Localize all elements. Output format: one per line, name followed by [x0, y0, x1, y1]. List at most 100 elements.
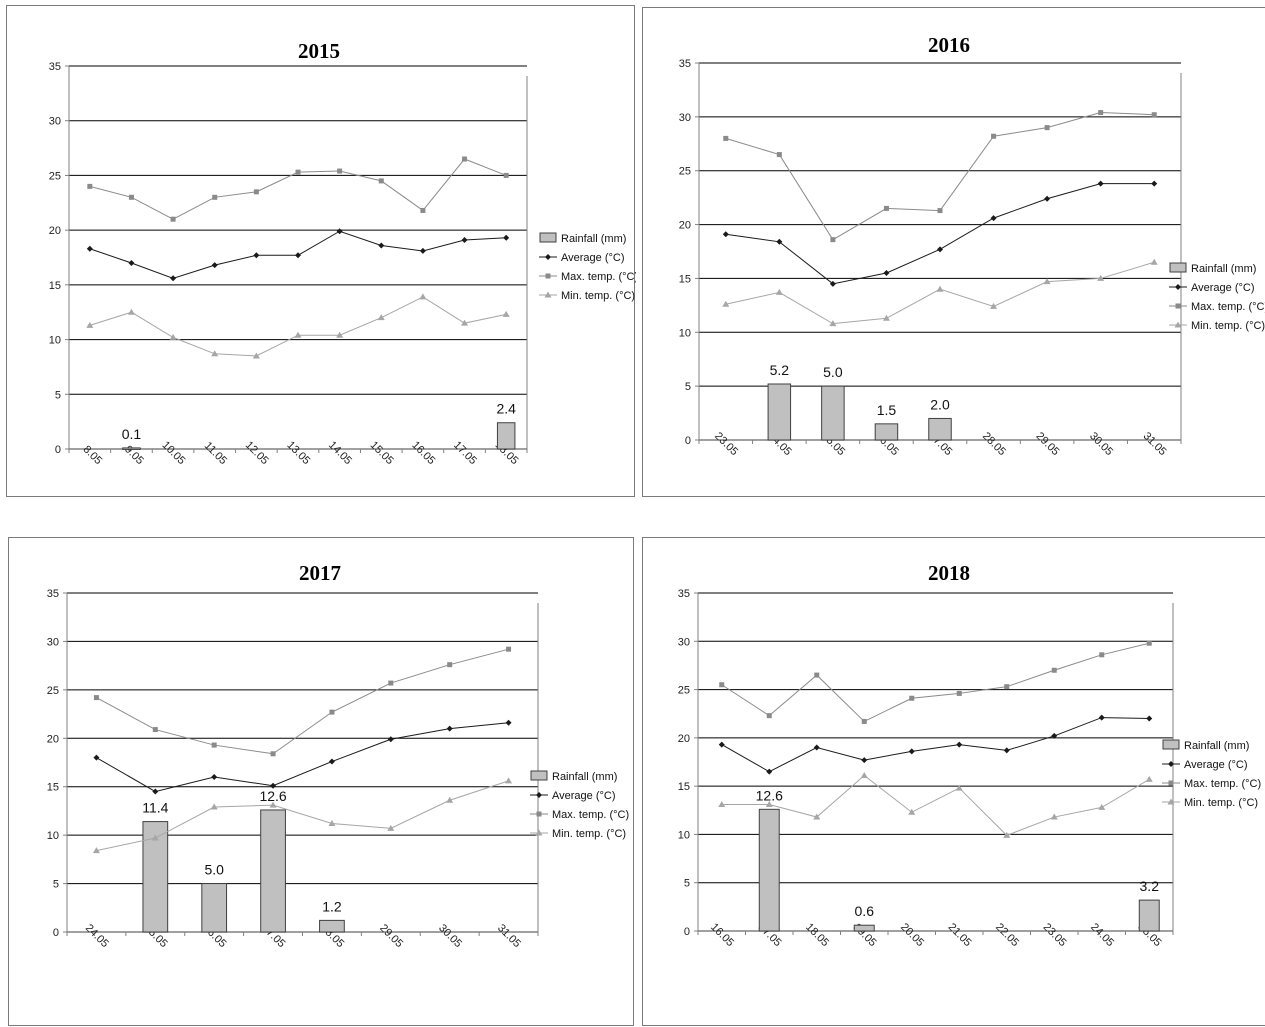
- max-temp-point: [991, 133, 997, 139]
- min-temp-line: [725, 261, 1155, 325]
- legend-min-temp: Min. temp. (°C): [561, 290, 635, 302]
- legend-min-temp: Min. temp. (°C): [1184, 797, 1258, 809]
- average-point: [152, 788, 159, 795]
- legend-min-temp-marker: [1167, 798, 1175, 805]
- min-temp-point: [936, 285, 944, 292]
- average-point: [1098, 714, 1105, 721]
- y-tick-label: 35: [678, 588, 690, 600]
- max-temp-point: [776, 152, 782, 158]
- x-tick-label: 29.05: [1034, 430, 1062, 458]
- min-temp-point: [860, 772, 868, 779]
- max-temp-point: [170, 216, 176, 222]
- y-tick-label: 30: [679, 112, 691, 124]
- legend-max-temp: Max. temp. (°C): [552, 809, 629, 821]
- legend-max-temp-marker: [545, 273, 551, 279]
- min-temp-point: [1003, 831, 1011, 838]
- max-temp-point: [462, 156, 468, 162]
- legend-max-temp-marker: [1168, 780, 1174, 786]
- average-point: [990, 215, 997, 222]
- min-temp-point: [210, 803, 218, 810]
- min-temp-point: [765, 800, 773, 807]
- min-temp-point: [211, 350, 219, 357]
- average-point: [776, 238, 783, 245]
- average-point: [419, 247, 426, 254]
- max-temp-point: [1151, 112, 1157, 118]
- x-tick-label: 28.05: [980, 430, 1008, 458]
- average-point: [722, 231, 729, 238]
- x-tick-label: 29.05: [377, 922, 405, 950]
- average-point: [766, 768, 773, 775]
- chart-2015: 2015 0 5 10 15 20 25 30 35 8.05 9.05 10.05 11.05 12.0…: [49, 39, 636, 467]
- rainfall-bar: [853, 924, 875, 932]
- y-tick-label: 10: [49, 335, 61, 347]
- x-tick-label: 10.05: [160, 439, 188, 467]
- min-temp-point: [829, 320, 837, 327]
- average-point: [93, 754, 100, 761]
- average-point: [446, 725, 453, 732]
- average-point: [829, 280, 836, 287]
- rainfall-bar: [928, 417, 952, 441]
- min-temp-point: [990, 302, 998, 309]
- x-tick-label: 21.05: [946, 921, 974, 949]
- y-tick-label: 10: [678, 829, 690, 841]
- average-point: [211, 774, 218, 781]
- x-tick-label: 23.05: [1041, 921, 1069, 949]
- rainfall-label: 1.2: [322, 898, 342, 914]
- rainfall-bar: [122, 447, 141, 450]
- rainfall-bar: [767, 383, 792, 441]
- chart-title: 2016: [928, 33, 970, 57]
- x-tick-label: 30.05: [436, 922, 464, 950]
- y-tick-label: 25: [678, 685, 690, 697]
- average-point: [128, 259, 135, 266]
- max-temp-point: [814, 672, 820, 678]
- average-point: [378, 242, 385, 249]
- legend-average-marker: [1175, 284, 1181, 290]
- x-tick-label: 11.05: [202, 440, 229, 467]
- rainfall-label: 5.2: [770, 362, 790, 378]
- legend-average-marker: [536, 792, 542, 798]
- min-temp-point: [502, 310, 510, 317]
- average-line: [725, 183, 1155, 285]
- legend-rainfall: Rainfall (mm): [1184, 740, 1249, 752]
- legend-rainfall: Rainfall (mm): [561, 233, 626, 245]
- min-temp-point: [908, 808, 916, 815]
- legend-average-marker: [1168, 761, 1174, 767]
- average-point: [1146, 715, 1153, 722]
- max-temp-point: [253, 189, 259, 195]
- y-tick-label: 15: [678, 781, 690, 793]
- legend-average: Average (°C): [1191, 282, 1255, 294]
- average-line: [96, 722, 509, 793]
- y-tick-label: 35: [679, 58, 691, 70]
- legend-max-temp: Max. temp. (°C): [1191, 301, 1265, 313]
- y-tick-label: 20: [49, 225, 61, 237]
- average-point: [270, 782, 277, 789]
- x-tick-label: 9.05: [122, 443, 146, 467]
- average-point: [1151, 180, 1158, 187]
- max-temp-point: [937, 208, 943, 214]
- max-temp-line: [89, 158, 507, 220]
- min-temp-line: [721, 774, 1150, 836]
- max-temp-line: [96, 648, 509, 755]
- rainfall-bar: [758, 808, 780, 932]
- rainfall-bar: [821, 385, 845, 441]
- max-temp-point: [956, 690, 962, 696]
- x-tick-label: 23.05: [712, 430, 740, 458]
- max-temp-point: [87, 183, 93, 189]
- legend-min-temp-marker: [535, 829, 543, 836]
- max-temp-point: [909, 695, 915, 701]
- average-point: [908, 748, 915, 755]
- y-tick-label: 30: [47, 636, 59, 648]
- max-temp-point: [1099, 652, 1105, 658]
- y-tick-label: 0: [55, 444, 61, 456]
- max-temp-point: [295, 169, 301, 175]
- y-tick-label: 35: [49, 61, 61, 73]
- min-temp-point: [718, 800, 726, 807]
- min-temp-point: [882, 314, 890, 321]
- chart-panel-2018: 2018 0 5 10 15 20 25 30 35 16.05 17.05 18.05 19.05 20…: [642, 537, 1265, 1026]
- average-point: [328, 758, 335, 765]
- rainfall-label: 11.4: [142, 800, 168, 816]
- legend-min-temp-marker: [544, 291, 552, 298]
- max-temp-point: [270, 751, 276, 757]
- y-tick-label: 25: [47, 685, 59, 697]
